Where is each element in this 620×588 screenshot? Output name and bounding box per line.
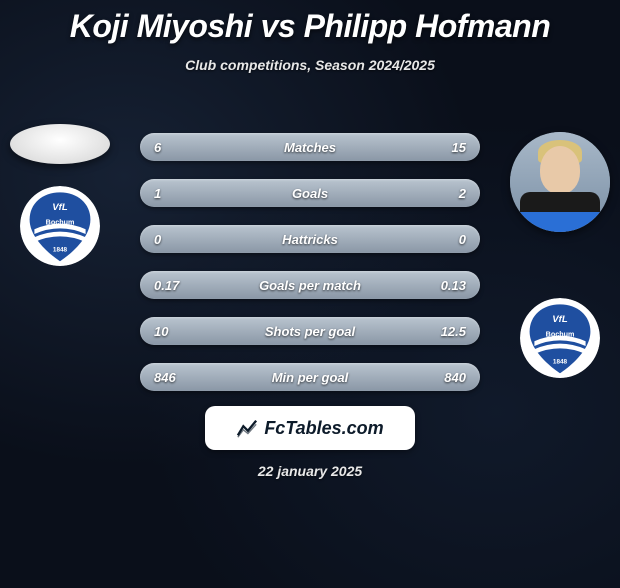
stat-bar: 6 Matches 15 [140,133,480,161]
player2-avatar [510,132,610,232]
player2-club-logo: VfL Bochum 1848 [520,298,600,378]
watermark: FcTables.com [205,406,415,450]
stat-label: Goals [292,186,328,201]
player2-name: Philipp Hofmann [304,8,551,44]
stat-label: Matches [284,140,336,155]
svg-text:VfL: VfL [552,314,568,325]
stat-left-value: 10 [154,324,168,339]
svg-text:VfL: VfL [52,202,68,213]
stat-bar: 10 Shots per goal 12.5 [140,317,480,345]
stat-left-value: 846 [154,370,176,385]
player1-name: Koji Miyoshi [70,8,252,44]
stat-right-value: 12.5 [441,324,466,339]
stat-bars: 6 Matches 15 1 Goals 2 0 Hattricks 0 0.17 Goals pe… [140,133,480,409]
stat-left-value: 0.17 [154,278,179,293]
svg-text:Bochum: Bochum [46,217,75,226]
stat-left-value: 0 [154,232,161,247]
svg-text:Bochum: Bochum [546,329,575,338]
stat-label: Min per goal [272,370,349,385]
svg-text:1848: 1848 [53,247,68,254]
stat-label: Goals per match [259,278,361,293]
snapshot-date: 22 january 2025 [258,463,362,479]
vs-text: vs [261,8,296,44]
stat-bar: 846 Min per goal 840 [140,363,480,391]
stat-bar: 0.17 Goals per match 0.13 [140,271,480,299]
stat-right-value: 840 [444,370,466,385]
player1-avatar [10,124,110,164]
watermark-text: FcTables.com [264,418,383,439]
subtitle: Club competitions, Season 2024/2025 [0,57,620,73]
comparison-title: Koji Miyoshi vs Philipp Hofmann [0,8,620,45]
player1-club-logo: VfL Bochum 1848 [20,186,100,266]
stat-right-value: 15 [452,140,466,155]
stat-right-value: 2 [459,186,466,201]
stat-right-value: 0 [459,232,466,247]
stat-left-value: 1 [154,186,161,201]
stat-label: Shots per goal [265,324,355,339]
svg-text:1848: 1848 [553,359,568,366]
stat-right-value: 0.13 [441,278,466,293]
stat-bar: 1 Goals 2 [140,179,480,207]
stat-bar: 0 Hattricks 0 [140,225,480,253]
chart-line-icon [236,417,258,439]
stat-left-value: 6 [154,140,161,155]
stat-label: Hattricks [282,232,338,247]
